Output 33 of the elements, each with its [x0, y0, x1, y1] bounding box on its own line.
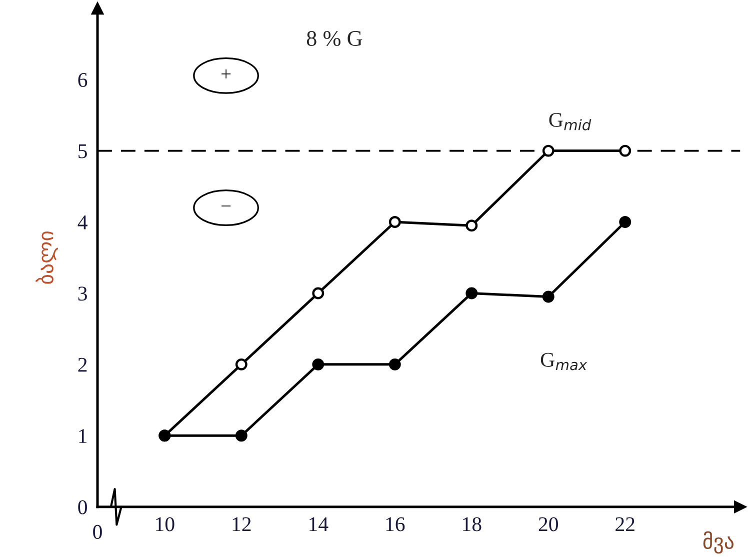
annotation: + — [222, 69, 231, 78]
y-tick-label: 4 — [78, 216, 88, 230]
x-tick-label: 22 — [616, 517, 634, 532]
point — [312, 358, 324, 370]
point — [619, 144, 632, 157]
y-tick-label: 1 — [79, 429, 87, 443]
point — [542, 144, 554, 157]
point — [466, 287, 478, 300]
y-tick-label: 0 — [78, 500, 87, 514]
point — [235, 358, 248, 370]
text: G$_{max}$ — [540, 352, 588, 370]
point — [466, 220, 478, 232]
x-tick-label: 16 — [386, 517, 405, 532]
y-tick-label: 6 — [78, 73, 88, 88]
y-tick-label: 3 — [78, 286, 87, 301]
point — [388, 358, 401, 370]
x-tick-label: 14 — [310, 517, 328, 532]
text: 8 % G — [306, 30, 362, 46]
y-tick-label: 2 — [78, 358, 87, 372]
series-label: G$_{mid}$ — [549, 112, 592, 130]
point — [619, 216, 632, 228]
point — [312, 287, 324, 300]
y-tick-label: 5 — [78, 144, 87, 158]
x-tick-label: 12 — [232, 517, 251, 532]
point — [235, 430, 248, 442]
point — [542, 290, 554, 303]
x-tick-label: 18 — [463, 517, 482, 532]
y-axis-title: ბალი — [36, 231, 58, 284]
x-tick-label: 20 — [538, 517, 558, 532]
point — [388, 216, 401, 228]
x-tick-label: 10 — [156, 517, 174, 532]
text: 0 — [93, 524, 102, 539]
x-axis-title: მვა — [703, 531, 734, 554]
